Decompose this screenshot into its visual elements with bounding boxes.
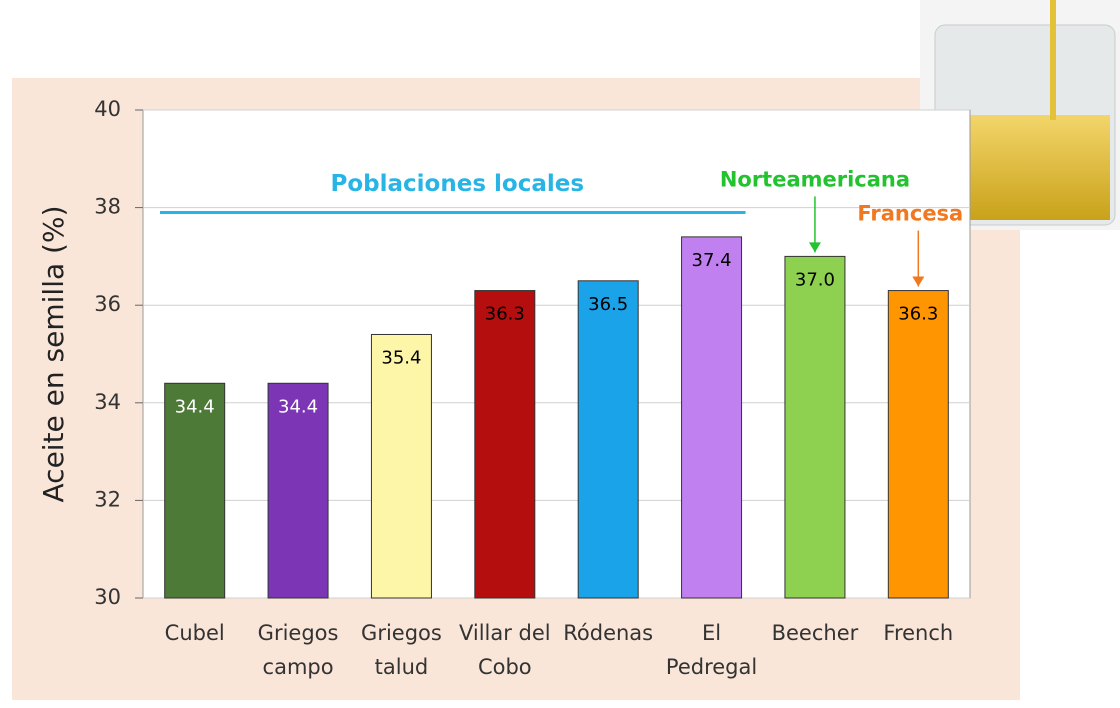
x-tick-label: Cobo — [478, 655, 532, 679]
bar — [785, 256, 845, 598]
x-tick-label: Pedregal — [666, 655, 757, 679]
chart: Aceite en semilla (%) 30 32 34 36 38 40 Cubel 3… — [0, 0, 1120, 704]
annotation: Norteamericana — [720, 167, 910, 191]
x-tick-label: campo — [263, 655, 334, 679]
value-label: 36.3 — [485, 304, 525, 325]
value-label: 35.4 — [381, 347, 421, 368]
value-label: 34.4 — [175, 396, 215, 417]
value-label: 36.3 — [898, 304, 938, 325]
y-tick-label: 36 — [94, 292, 121, 316]
y-tick-label: 38 — [94, 195, 121, 219]
value-label: 37.4 — [692, 250, 732, 271]
x-tick-label: talud — [375, 655, 429, 679]
x-tick-label: Beecher — [772, 621, 859, 645]
bar — [682, 237, 742, 598]
y-tick-label: 34 — [94, 390, 121, 414]
bar — [475, 291, 535, 598]
y-axis-label: Aceite en semilla (%) — [37, 206, 70, 503]
x-tick-label: Griegos — [258, 621, 339, 645]
bar — [888, 291, 948, 598]
x-tick-label: Ródenas — [563, 621, 653, 645]
y-tick-label: 40 — [94, 97, 121, 121]
x-tick-label: French — [883, 621, 953, 645]
y-tick-label: 32 — [94, 487, 121, 511]
x-tick-label: Villar del — [459, 621, 551, 645]
page: Aceite en semilla (%) 30 32 34 36 38 40 Cubel 3… — [0, 0, 1120, 704]
x-tick-label: Griegos — [361, 621, 442, 645]
annotation: Francesa — [857, 202, 963, 226]
x-tick-label: El — [702, 621, 721, 645]
value-label: 36.5 — [588, 294, 628, 315]
value-label: 34.4 — [278, 396, 318, 417]
value-label: 37.0 — [795, 269, 835, 290]
bar — [371, 334, 431, 598]
y-tick-label: 30 — [94, 585, 121, 609]
x-tick-label: Cubel — [165, 621, 225, 645]
bar — [578, 281, 638, 598]
annotation: Poblaciones locales — [331, 171, 585, 197]
